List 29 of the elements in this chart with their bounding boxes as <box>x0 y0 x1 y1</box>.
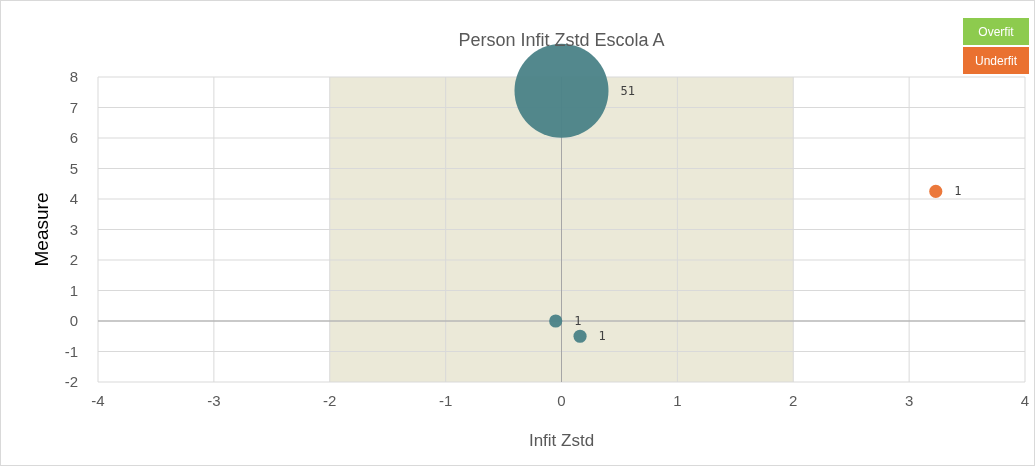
data-label: 51 <box>620 83 635 98</box>
y-tick-label: 1 <box>69 281 78 299</box>
y-tick-label: 8 <box>69 68 78 85</box>
x-tick-label: -4 <box>91 392 105 409</box>
y-tick-label: 7 <box>69 98 78 116</box>
y-tick-label: 4 <box>69 190 78 207</box>
x-tick-label: -1 <box>438 392 453 409</box>
data-label: 1 <box>598 329 606 344</box>
y-tick-label: 5 <box>69 159 78 177</box>
chart-title: Person Infit Zstd Escola A <box>458 30 665 50</box>
x-tick-label: 0 <box>557 392 566 409</box>
x-tick-label: 1 <box>673 392 682 409</box>
y-tick-label: 6 <box>69 129 78 146</box>
data-label: 1 <box>574 314 582 328</box>
y-tick-label: -1 <box>64 342 78 360</box>
x-tick-label: -2 <box>323 392 337 409</box>
x-tick-label: 2 <box>789 392 798 409</box>
y-tick-label: 0 <box>69 312 78 329</box>
x-tick-label: -3 <box>207 392 221 409</box>
text: Overfit <box>978 25 1015 39</box>
y-tick-label: -2 <box>64 373 78 390</box>
x-tick-label: 3 <box>904 392 914 409</box>
data-label: 1 <box>954 184 962 199</box>
y-axis-title: Measure <box>31 192 52 267</box>
y-tick-label: 3 <box>69 220 78 238</box>
y-tick-label: 2 <box>69 251 78 268</box>
text: Underfit <box>974 54 1018 68</box>
x-axis-title: Infit Zstd <box>528 431 595 450</box>
x-tick-label: 4 <box>1020 392 1030 409</box>
